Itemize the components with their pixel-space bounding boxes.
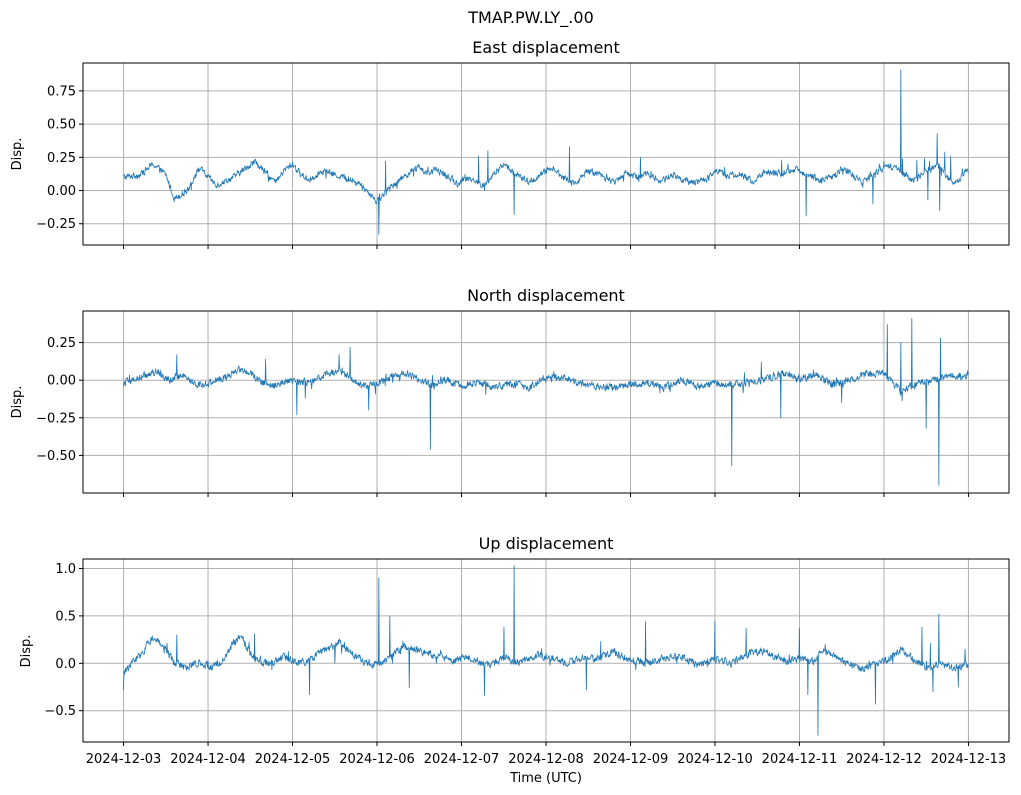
y-ticks: −0.25 0.00 0.25 0.50 0.75: [36, 84, 83, 232]
y-ticks: −0.50 −0.25 0.00 0.25: [36, 336, 83, 464]
displacement-line: [123, 565, 969, 736]
y-tick-label: −0.50: [36, 449, 76, 464]
up-displacement-panel: Up displacement Disp. −0.5 0.0 0.5 1.0 2024…: [19, 534, 1010, 786]
grid-lines: [83, 559, 1009, 742]
panel-title: East displacement: [472, 38, 619, 57]
x-tick-label: 2024-12-03: [86, 752, 162, 767]
x-tick-label: 2024-12-06: [339, 752, 415, 767]
x-tick-label: 2024-12-08: [508, 752, 584, 767]
data-series: [123, 565, 969, 736]
y-tick-label: 0.50: [47, 118, 76, 133]
north-displacement-panel: North displacement Disp. −0.50 −0.25 0.00 0…: [10, 286, 1010, 497]
y-tick-label: −0.25: [36, 217, 76, 232]
grid-lines: [83, 63, 1009, 245]
y-ticks: −0.5 0.0 0.5 1.0: [44, 562, 83, 719]
axes-frame: [82, 310, 1010, 494]
y-tick-label: 0.00: [47, 374, 76, 389]
x-axis-label: Time (UTC): [509, 771, 582, 786]
displacement-line: [123, 318, 969, 486]
x-tick-label: 2024-12-05: [255, 752, 331, 767]
east-displacement-panel: East displacement Disp. −0.25 0.00 0.25 0.5…: [10, 38, 1010, 249]
x-tick-label: 2024-12-10: [677, 752, 753, 767]
y-tick-label: −0.5: [44, 704, 76, 719]
x-tick-label: 2024-12-13: [931, 752, 1007, 767]
y-axis-label: Disp.: [10, 138, 25, 171]
y-axis-label: Disp.: [19, 635, 34, 668]
y-axis-label: Disp.: [10, 386, 25, 419]
y-tick-label: 1.0: [55, 562, 76, 577]
x-tick-label: 2024-12-09: [593, 752, 669, 767]
y-tick-label: 0.25: [47, 151, 76, 166]
x-tick-label: 2024-12-07: [424, 752, 500, 767]
x-ticks: 2024-12-03 2024-12-04 2024-12-05 2024-12-06…: [86, 742, 1006, 767]
y-tick-label: 0.00: [47, 184, 76, 199]
y-tick-label: 0.5: [55, 609, 76, 624]
x-tick-label: 2024-12-04: [170, 752, 246, 767]
x-tick-label: 2024-12-11: [762, 752, 838, 767]
panel-title: North displacement: [467, 286, 625, 305]
axes-frame: [82, 558, 1010, 743]
x-ticks: [123, 245, 969, 249]
figure-suptitle: TMAP.PW.LY_.00: [467, 8, 594, 28]
axes-frame: [82, 62, 1010, 246]
grid-lines: [83, 311, 1009, 493]
y-tick-label: 0.75: [47, 84, 76, 99]
y-tick-label: 0.0: [55, 657, 76, 672]
y-tick-label: 0.25: [47, 336, 76, 351]
data-series: [123, 69, 969, 235]
x-tick-label: 2024-12-12: [846, 752, 922, 767]
y-tick-label: −0.25: [36, 411, 76, 426]
displacement-line: [123, 69, 969, 235]
data-series: [123, 318, 969, 486]
panel-title: Up displacement: [479, 534, 614, 553]
x-ticks: [123, 493, 969, 497]
